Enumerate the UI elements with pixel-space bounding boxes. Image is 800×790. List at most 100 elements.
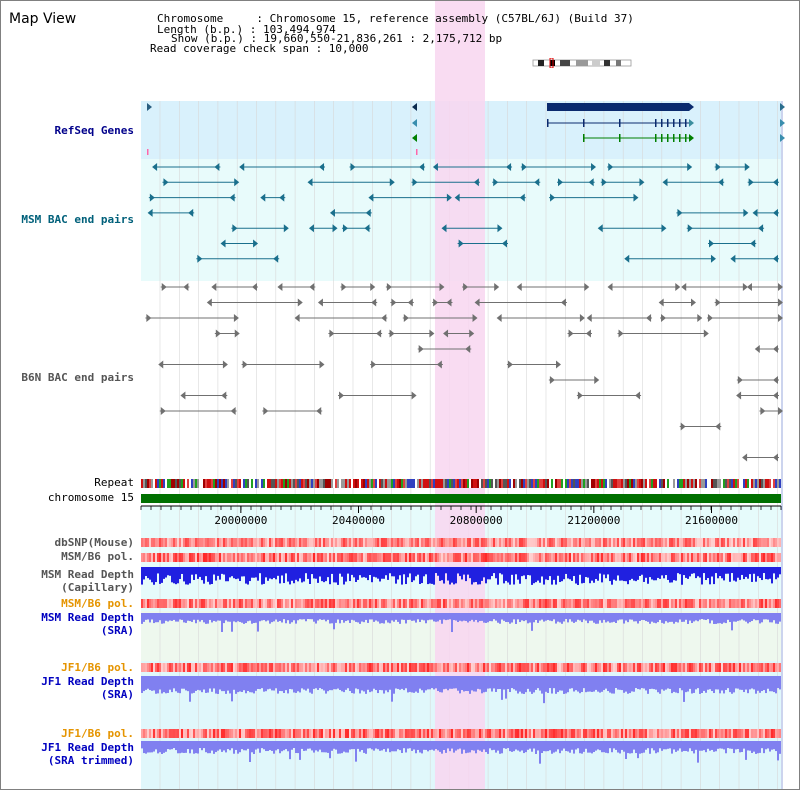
bac-end-marker [391,298,397,307]
bac-end-marker [283,224,289,233]
heat-cell [703,729,705,738]
heat-cell [535,553,537,562]
heat-cell [727,599,729,608]
heat-cell [309,553,311,562]
depth-bar [277,567,279,576]
heat-cell [207,553,209,562]
heat-cell [771,729,773,738]
depth-bar [521,741,523,751]
depth-bar [583,567,585,583]
depth-bar [465,567,467,582]
heat-cell [777,663,779,672]
bac-end-marker [443,329,449,338]
heat-cell [735,538,737,547]
depth-bar [547,567,549,581]
depth-bar [417,567,419,575]
depth-bar [267,741,269,752]
depth-bar [167,613,169,622]
heat-cell [481,538,483,547]
depth-bar [245,567,247,584]
bac-end-marker [454,193,460,202]
heat-cell [307,599,309,608]
heat-cell [403,553,405,562]
heat-cell [197,553,199,562]
depth-bar [749,676,751,690]
heat-cell [535,538,537,547]
repeat-element [169,479,171,488]
heat-cell [179,538,181,547]
chromosome-ideogram[interactable] [530,53,634,69]
heat-cell [329,553,331,562]
heat-cell [717,729,719,738]
depth-bar [753,567,755,574]
depth-bar [663,741,665,750]
repeat-element [367,479,369,488]
depth-bar [363,676,365,692]
heat-cell [259,553,261,562]
depth-bar [641,567,643,575]
heat-cell [241,663,243,672]
bac-end-marker [746,283,752,291]
heat-cell [223,729,225,738]
heat-cell [623,599,625,608]
heat-cell [627,538,629,547]
repeat-element [455,479,457,488]
bac-end-marker [317,298,323,307]
depth-bar [649,567,651,578]
depth-bar [605,613,607,623]
heat-cell [185,599,187,608]
depth-bar [213,676,215,689]
heat-cell [471,663,473,672]
heat-cell [667,729,669,738]
repeat-element [281,479,283,488]
heat-cell [359,729,361,738]
depth-bar [621,676,623,691]
depth-bar [757,741,759,754]
heat-cell [505,538,507,547]
heat-cell [315,663,317,672]
heat-cell [245,729,247,738]
heat-cell [509,663,511,672]
depth-bar [523,567,525,576]
bac-end-marker [743,208,749,217]
heat-cell [757,663,759,672]
repeat-element [303,479,305,488]
depth-bar [541,567,543,577]
depth-bar [165,613,167,621]
heat-cell [437,538,439,547]
track-label-dbsnp: dbSNP(Mouse) [54,536,134,549]
heat-cell [719,729,721,738]
repeat-element [293,479,295,488]
repeat-element [503,479,505,488]
heat-cell [231,538,233,547]
heat-cell [221,729,223,738]
heat-cell [605,729,607,738]
depth-bar [429,741,431,751]
heat-cell [251,538,253,547]
repeat-element [595,479,597,488]
repeat-element [371,479,373,488]
heat-cell [209,599,211,608]
heat-cell [723,729,725,738]
heat-cell [717,663,719,672]
repeat-element [481,479,483,488]
heat-cell [617,663,619,672]
depth-bar [183,676,185,689]
depth-bar [615,613,617,623]
depth-bar [479,741,481,751]
heat-cell [637,729,639,738]
heat-cell [723,663,725,672]
heat-cell [335,538,337,547]
depth-bar [557,741,559,750]
depth-bar [575,676,577,691]
depth-bar [379,613,381,624]
heat-cell [397,553,399,562]
depth-bar [263,613,265,621]
heat-cell [631,663,633,672]
heat-cell [585,553,587,562]
repeat-element [189,479,191,488]
axis-tick-label: 20000000 [214,514,267,527]
depth-bar [273,613,275,622]
depth-bar [333,567,335,583]
